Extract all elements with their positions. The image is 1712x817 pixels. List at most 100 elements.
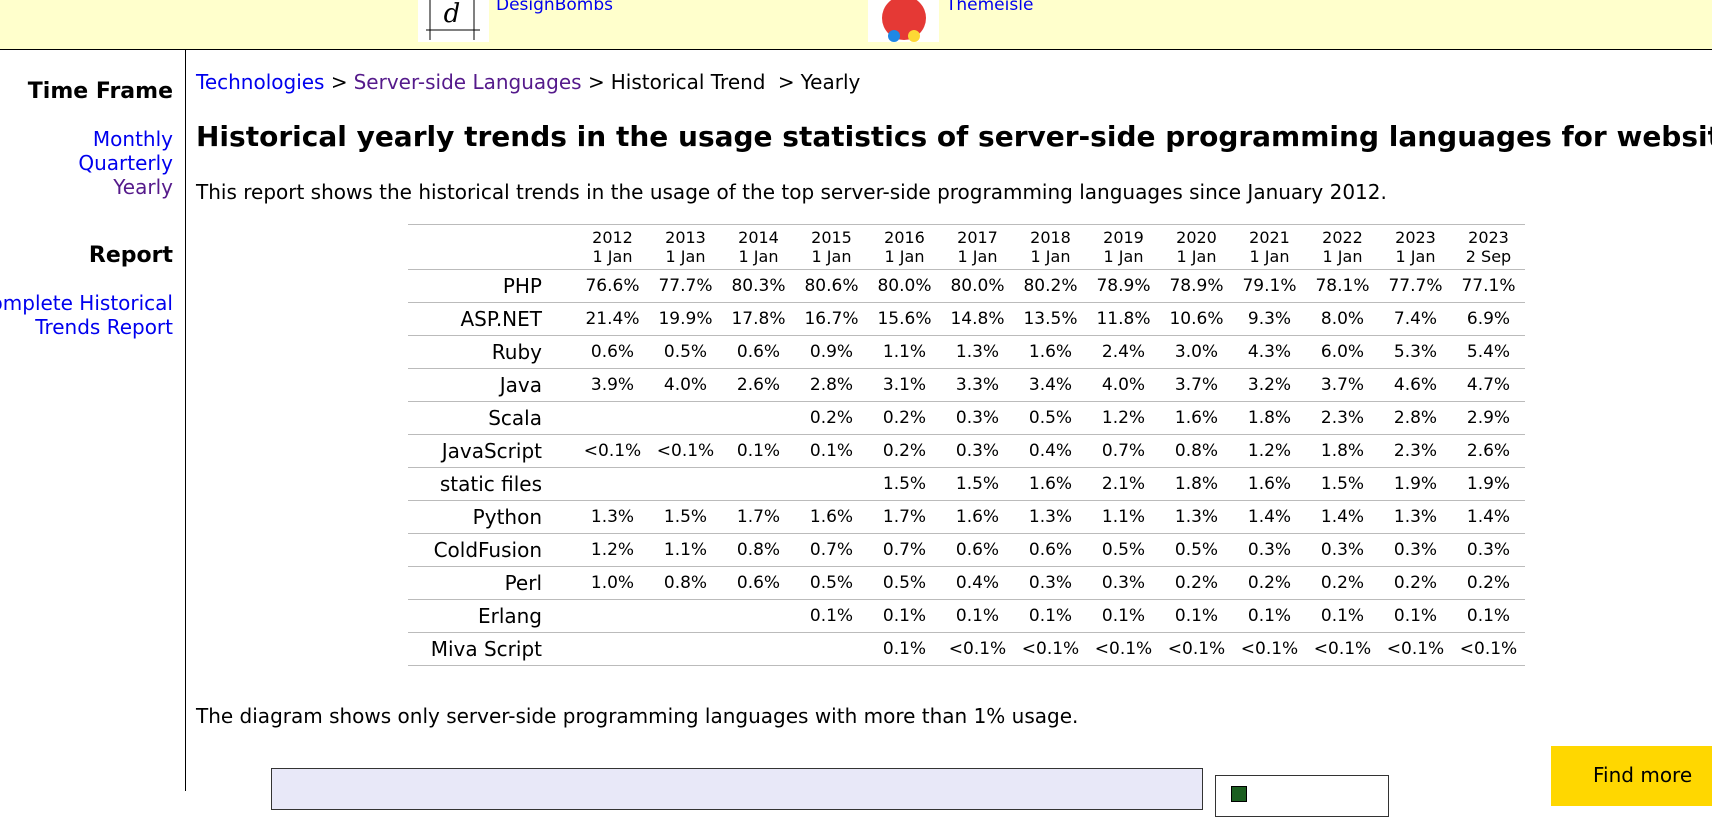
column-date: 1 Jan: [738, 247, 779, 266]
timeframe-link[interactable]: Yearly: [113, 175, 173, 199]
table-cell: 2.9%: [1452, 401, 1525, 435]
table-cell: 0.3%: [1233, 533, 1306, 567]
column-header: 2022 1 Jan: [1306, 224, 1379, 270]
table-cell: 3.9%: [576, 368, 649, 402]
column-header: 2023 2 Sep: [1452, 224, 1525, 270]
empty-cell: [649, 632, 722, 666]
row-label: Miva Script: [408, 632, 576, 666]
table-cell: 1.4%: [1306, 500, 1379, 534]
themeisle-logo[interactable]: [868, 0, 939, 42]
row-label: Perl: [408, 566, 576, 600]
table-row: Miva Script 0.1% <0.1% <0.1% <0.1% <0.1% <0.1%…: [408, 632, 1525, 666]
table-cell: 5.3%: [1379, 335, 1452, 369]
sponsor-link[interactable]: Themeisle: [946, 0, 1034, 15]
timeframe-link[interactable]: Quarterly: [78, 151, 173, 175]
table-cell: 0.3%: [1452, 533, 1525, 567]
table-row: Perl 1.0% 0.8% 0.6% 0.5% 0.5% 0.4% 0.3% 0.3% 0.2%…: [408, 566, 1525, 600]
column-header: 2013 1 Jan: [649, 224, 722, 270]
column-year: 2016: [884, 228, 925, 247]
column-year: 2017: [957, 228, 998, 247]
table-cell: 1.4%: [1233, 500, 1306, 534]
column-date: 1 Jan: [665, 247, 706, 266]
table-cell: 6.0%: [1306, 335, 1379, 369]
table-cell: 0.1%: [868, 599, 941, 633]
table-cell: 0.3%: [1014, 566, 1087, 600]
breadcrumb: Technologies > Server-side Languages > His…: [196, 70, 866, 94]
table-cell: 0.1%: [868, 632, 941, 666]
row-label: Java: [408, 368, 576, 402]
breadcrumb-link[interactable]: Server-side Languages: [353, 70, 582, 94]
column-year: 2019: [1103, 228, 1144, 247]
empty-cell: [576, 599, 649, 633]
table-cell: 0.5%: [795, 566, 868, 600]
table-cell: 0.6%: [941, 533, 1014, 567]
empty-cell: [576, 401, 649, 435]
table-cell: 4.7%: [1452, 368, 1525, 402]
table-cell: 80.6%: [795, 269, 868, 303]
table-cell: 9.3%: [1233, 302, 1306, 336]
table-cell: 0.5%: [1014, 401, 1087, 435]
table-cell: 17.8%: [722, 302, 795, 336]
designbombs-logo[interactable]: d: [418, 0, 489, 42]
table-cell: 0.4%: [941, 566, 1014, 600]
column-header: 2015 1 Jan: [795, 224, 868, 270]
table-cell: 0.3%: [1087, 566, 1160, 600]
table-cell: 0.1%: [795, 434, 868, 468]
sidebar-heading: Report: [88, 243, 173, 268]
column-header: 2019 1 Jan: [1087, 224, 1160, 270]
svg-text:d: d: [444, 0, 461, 29]
table-cell: 1.6%: [941, 500, 1014, 534]
empty-cell: [576, 467, 649, 501]
breadcrumb-item: Historical Trend: [610, 70, 766, 94]
empty-cell: [722, 401, 795, 435]
report-link[interactable]: Complete Historical Trends Report: [0, 291, 173, 339]
breadcrumb-link[interactable]: Technologies: [196, 70, 325, 94]
header-cell: [408, 224, 576, 270]
chart-area: [271, 768, 1203, 810]
column-year: 2021: [1249, 228, 1290, 247]
breadcrumb-separator: >: [330, 70, 348, 94]
column-date: 1 Jan: [1103, 247, 1144, 266]
empty-cell: [795, 467, 868, 501]
table-cell: 1.6%: [1160, 401, 1233, 435]
column-year: 2023: [1395, 228, 1436, 247]
table-cell: 1.7%: [868, 500, 941, 534]
table-cell: 1.3%: [1014, 500, 1087, 534]
table-cell: 0.5%: [868, 566, 941, 600]
table-cell: 0.6%: [722, 335, 795, 369]
table-cell: 0.6%: [1014, 533, 1087, 567]
table-cell: <0.1%: [941, 632, 1014, 666]
table-cell: <0.1%: [649, 434, 722, 468]
column-date: 1 Jan: [592, 247, 633, 266]
table-cell: 0.3%: [941, 434, 1014, 468]
button-label[interactable]: Find more: [1593, 763, 1693, 787]
table-cell: 0.8%: [722, 533, 795, 567]
table-cell: 6.9%: [1452, 302, 1525, 336]
table-cell: 1.6%: [1014, 467, 1087, 501]
column-year: 2020: [1176, 228, 1217, 247]
column-year: 2013: [665, 228, 706, 247]
table-cell: 1.5%: [941, 467, 1014, 501]
note: The diagram shows only server-side progr…: [196, 704, 1079, 728]
row-label: PHP: [408, 269, 576, 303]
row-label: Scala: [408, 401, 576, 435]
timeframe-link[interactable]: Monthly: [92, 127, 173, 151]
sponsor-link[interactable]: DesignBombs: [496, 0, 613, 15]
table-cell: 77.7%: [649, 269, 722, 303]
table-cell: 0.4%: [1014, 434, 1087, 468]
table-cell: 1.3%: [576, 500, 649, 534]
breadcrumb-separator: >: [587, 70, 605, 94]
column-date: 1 Jan: [1395, 247, 1436, 266]
find-more-button[interactable]: Find more: [1551, 746, 1712, 806]
table-cell: 80.0%: [941, 269, 1014, 303]
table-cell: 1.9%: [1379, 467, 1452, 501]
table-cell: 1.5%: [1306, 467, 1379, 501]
table-cell: 3.1%: [868, 368, 941, 402]
page-title: Historical yearly trends in the usage st…: [196, 120, 1712, 153]
table-cell: 0.3%: [1306, 533, 1379, 567]
table-cell: 0.5%: [649, 335, 722, 369]
column-header: 2020 1 Jan: [1160, 224, 1233, 270]
table-cell: 1.2%: [1087, 401, 1160, 435]
table-cell: 16.7%: [795, 302, 868, 336]
row-label: JavaScript: [408, 434, 576, 468]
